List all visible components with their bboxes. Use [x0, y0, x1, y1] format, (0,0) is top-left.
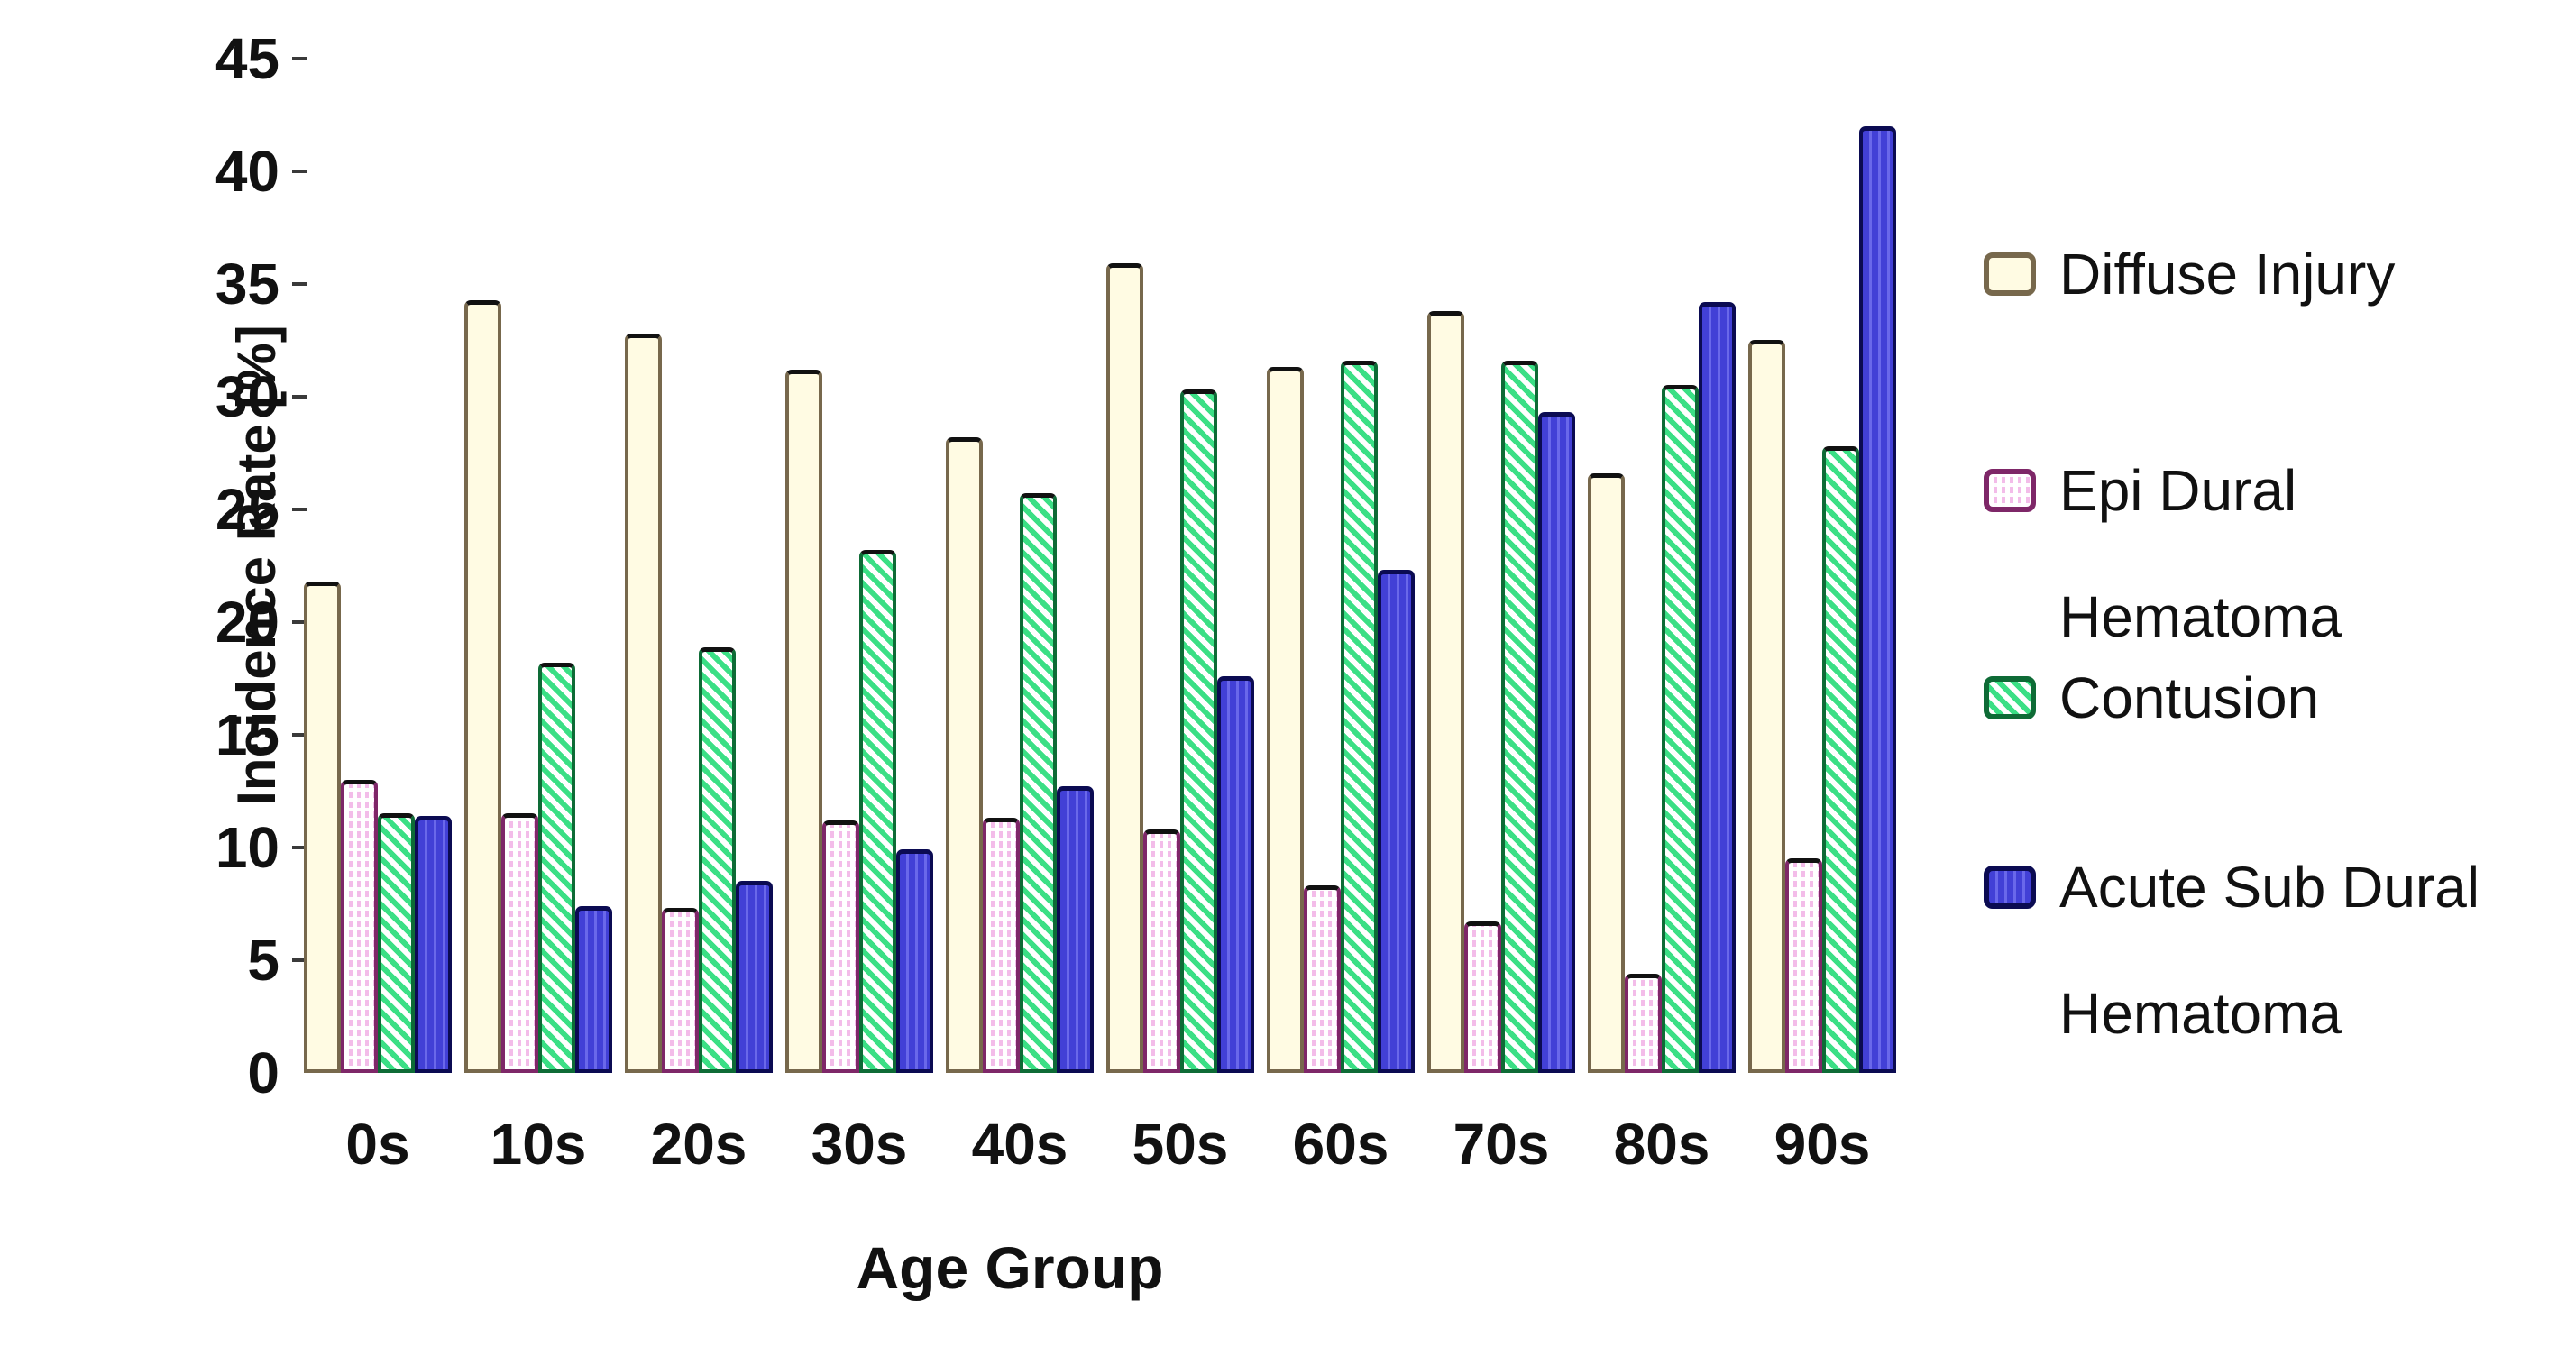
- legend-item-contusion: Contusion: [1984, 658, 2319, 761]
- bar-acute-sub-dural-hematoma-50s: [1217, 676, 1254, 1073]
- bar-acute-sub-dural-hematoma-60s: [1378, 570, 1415, 1073]
- bar-contusion-90s: [1822, 446, 1859, 1073]
- x-tick-label-60s: 60s: [1292, 1112, 1389, 1177]
- y-tick-label-10: 10: [215, 815, 280, 880]
- y-tick-mark-15: [292, 733, 307, 737]
- bar-epi-dural-hematoma-80s: [1625, 974, 1662, 1073]
- y-tick-mark-10: [292, 846, 307, 849]
- y-tick-label-20: 20: [215, 590, 280, 655]
- bar-acute-sub-dural-hematoma-80s: [1699, 302, 1736, 1073]
- bar-diffuse-injury-70s: [1427, 311, 1464, 1073]
- legend-swatch-pink-dots: [1984, 469, 2036, 512]
- bar-epi-dural-hematoma-20s: [662, 908, 699, 1073]
- bar-diffuse-injury-40s: [946, 437, 983, 1073]
- y-tick-label-45: 45: [215, 26, 280, 91]
- y-tick-label-5: 5: [247, 928, 280, 993]
- bar-acute-sub-dural-hematoma-40s: [1057, 786, 1094, 1073]
- plot-area: [304, 59, 1918, 1073]
- bar-diffuse-injury-50s: [1106, 263, 1143, 1073]
- bar-epi-dural-hematoma-60s: [1304, 885, 1341, 1073]
- bar-epi-dural-hematoma-30s: [822, 820, 859, 1073]
- y-tick-label-35: 35: [215, 252, 280, 316]
- bar-epi-dural-hematoma-50s: [1143, 829, 1180, 1073]
- bar-diffuse-injury-0s: [304, 582, 341, 1073]
- x-tick-label-40s: 40s: [971, 1112, 1068, 1177]
- legend-label: Contusion: [2059, 665, 2320, 730]
- y-tick-mark-35: [292, 282, 307, 286]
- legend-swatch-solid-cream: [1984, 252, 2036, 296]
- x-tick-label-90s: 90s: [1774, 1112, 1871, 1177]
- y-tick-label-0: 0: [247, 1040, 280, 1105]
- y-tick-mark-40: [292, 170, 307, 173]
- bar-contusion-70s: [1501, 361, 1538, 1073]
- x-axis-title: Age Group: [856, 1234, 1164, 1301]
- y-tick-mark-20: [292, 620, 307, 624]
- bar-acute-sub-dural-hematoma-70s: [1538, 412, 1575, 1073]
- bar-acute-sub-dural-hematoma-90s: [1859, 126, 1896, 1073]
- bar-epi-dural-hematoma-70s: [1464, 921, 1501, 1073]
- y-tick-label-25: 25: [215, 477, 280, 542]
- bar-diffuse-injury-30s: [785, 370, 822, 1073]
- x-tick-label-80s: 80s: [1613, 1112, 1710, 1177]
- x-tick-label-0s: 0s: [345, 1112, 410, 1177]
- y-tick-mark-5: [292, 958, 307, 962]
- legend-item-acute-sub-dural-hematoma: Acute Sub Dural Hematoma: [1984, 848, 2480, 1077]
- bar-acute-sub-dural-hematoma-10s: [575, 906, 612, 1073]
- y-tick-mark-30: [292, 395, 307, 399]
- bar-contusion-0s: [378, 813, 415, 1073]
- legend: Diffuse Injury Epi Dural Hematoma Contusion…: [1984, 0, 2561, 1347]
- y-tick-label-15: 15: [215, 702, 280, 767]
- y-tick-label-40: 40: [215, 139, 280, 204]
- x-tick-label-30s: 30s: [811, 1112, 908, 1177]
- bar-contusion-40s: [1020, 493, 1057, 1073]
- bar-epi-dural-hematoma-40s: [983, 818, 1020, 1073]
- bar-contusion-60s: [1341, 361, 1378, 1073]
- legend-item-diffuse-injury: Diffuse Injury: [1984, 234, 2395, 337]
- bar-contusion-20s: [699, 647, 736, 1073]
- legend-swatch-green-diagonal-hatch: [1984, 676, 2036, 719]
- x-tick-label-50s: 50s: [1132, 1112, 1229, 1177]
- bar-contusion-30s: [859, 550, 896, 1073]
- legend-label: Acute Sub Dural Hematoma: [2059, 855, 2480, 1046]
- bar-acute-sub-dural-hematoma-30s: [896, 849, 933, 1073]
- bar-acute-sub-dural-hematoma-20s: [736, 881, 773, 1073]
- bar-diffuse-injury-60s: [1267, 367, 1304, 1073]
- bar-contusion-10s: [538, 663, 575, 1073]
- bar-contusion-50s: [1180, 389, 1217, 1073]
- bar-epi-dural-hematoma-90s: [1785, 858, 1822, 1073]
- x-tick-label-70s: 70s: [1453, 1112, 1550, 1177]
- legend-label: Epi Dural Hematoma: [2059, 458, 2342, 649]
- bar-acute-sub-dural-hematoma-0s: [415, 816, 452, 1073]
- bar-contusion-80s: [1662, 385, 1699, 1073]
- bar-epi-dural-hematoma-10s: [501, 813, 538, 1073]
- y-tick-label-30: 30: [215, 364, 280, 429]
- legend-label: Diffuse Injury: [2059, 242, 2396, 307]
- bar-diffuse-injury-80s: [1588, 473, 1625, 1073]
- bar-diffuse-injury-90s: [1748, 340, 1785, 1073]
- x-tick-label-20s: 20s: [650, 1112, 747, 1177]
- bar-diffuse-injury-10s: [464, 300, 501, 1073]
- y-tick-mark-45: [292, 57, 307, 60]
- legend-item-epi-dural-hematoma: Epi Dural Hematoma: [1984, 451, 2342, 680]
- x-tick-label-10s: 10s: [490, 1112, 587, 1177]
- bar-epi-dural-hematoma-0s: [341, 780, 378, 1073]
- y-tick-mark-25: [292, 508, 307, 511]
- legend-swatch-blue-stripes: [1984, 866, 2036, 909]
- bar-diffuse-injury-20s: [625, 334, 662, 1073]
